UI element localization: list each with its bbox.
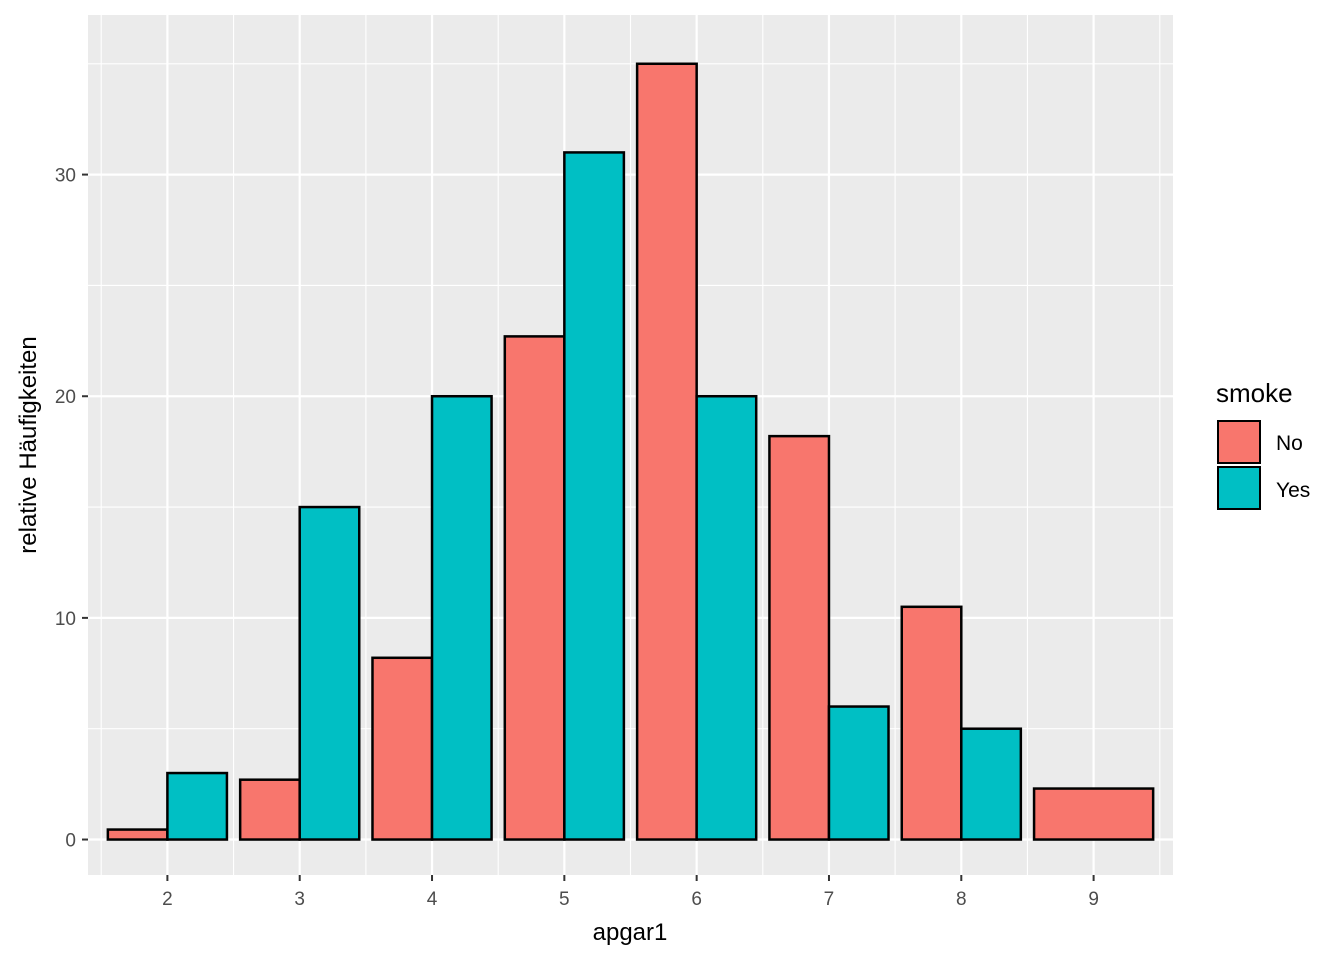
bar-yes-8 <box>960 727 1023 841</box>
bar-yes-3 <box>298 505 361 841</box>
bar-yes-5 <box>563 151 626 841</box>
bar-no-2 <box>106 828 169 841</box>
legend-label-no: No <box>1276 432 1303 455</box>
x-tick-label: 2 <box>162 889 173 910</box>
legend-label-yes: Yes <box>1276 479 1310 502</box>
y-tick-label: 10 <box>55 609 76 630</box>
legend: smoke No Yes <box>1216 378 1310 510</box>
x-axis-ticks: 2 3 4 5 6 7 8 9 <box>162 875 1099 910</box>
x-tick-label: 5 <box>559 889 570 910</box>
bar-no-3 <box>238 778 301 841</box>
y-axis-title: relative Häufigkeiten <box>15 336 42 553</box>
x-tick-label: 8 <box>956 889 967 910</box>
x-tick-label: 4 <box>427 889 438 910</box>
legend-key-yes <box>1217 466 1261 510</box>
x-tick-label: 9 <box>1088 889 1099 910</box>
x-tick-label: 7 <box>824 889 835 910</box>
y-tick-label: 0 <box>65 831 76 852</box>
bar-no-5 <box>503 335 566 841</box>
y-axis-ticks: 0 10 20 30 <box>55 166 88 852</box>
bar-yes-4 <box>430 394 493 841</box>
bar-no-4 <box>371 656 434 841</box>
bar-yes-2 <box>166 771 229 841</box>
x-tick-label: 6 <box>691 889 702 910</box>
bar-yes-7 <box>827 705 890 841</box>
bars <box>106 62 1155 841</box>
bar-no-7 <box>768 434 831 841</box>
bar-yes-6 <box>695 394 758 841</box>
bar-no-6 <box>635 62 698 841</box>
y-tick-label: 20 <box>55 387 76 408</box>
bar-no-9 <box>1032 787 1155 841</box>
x-axis-title: apgar1 <box>593 919 668 946</box>
bar-no-8 <box>900 605 963 841</box>
legend-key-no <box>1217 420 1261 464</box>
x-tick-label: 3 <box>294 889 305 910</box>
legend-title: smoke <box>1216 378 1293 408</box>
y-tick-label: 30 <box>55 166 76 187</box>
